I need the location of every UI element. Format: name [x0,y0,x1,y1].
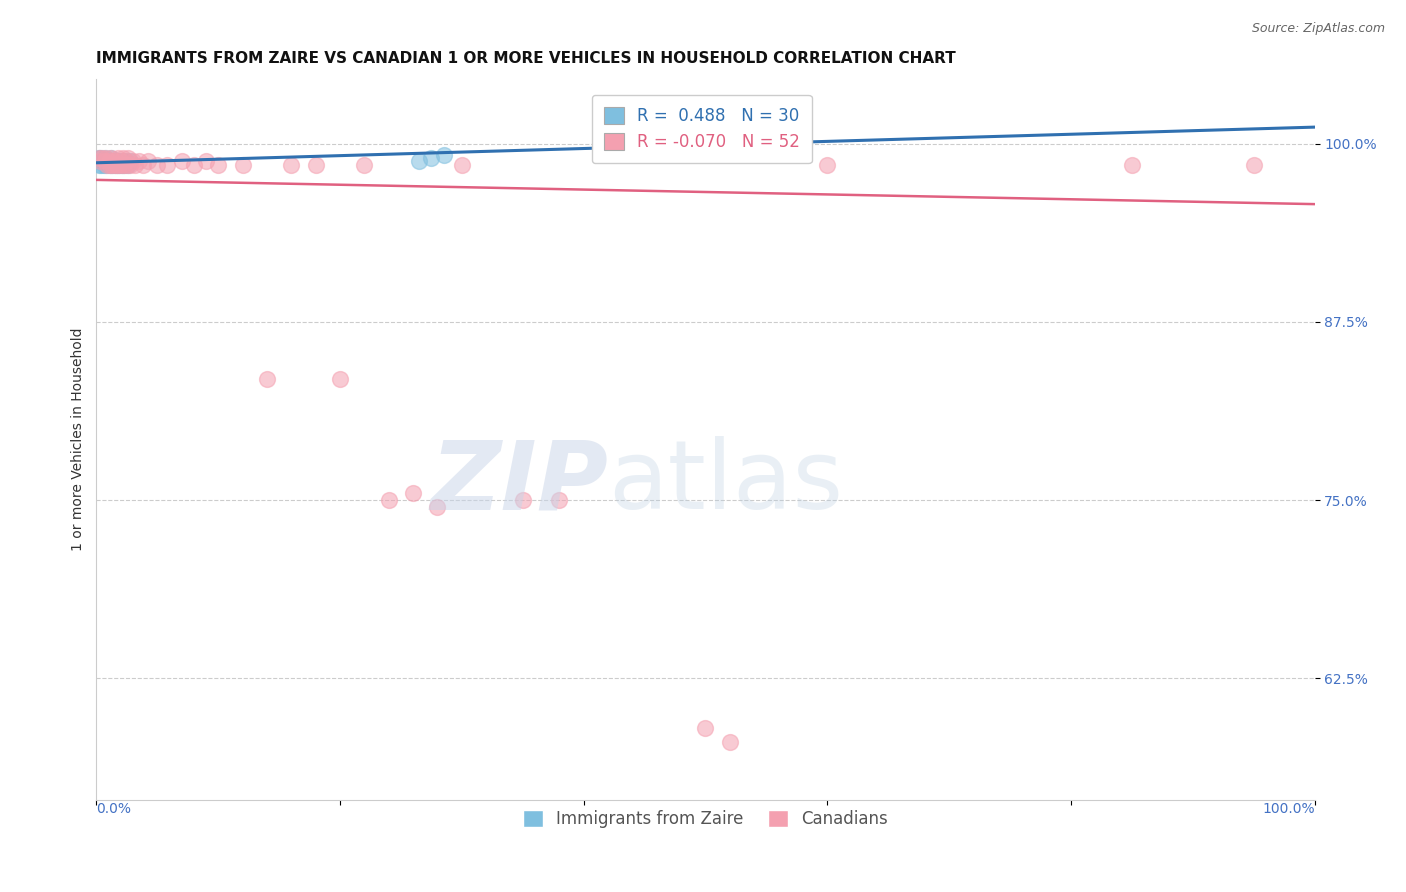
Point [104,158,127,172]
Point [131,158,153,172]
Point [695,721,717,735]
Point [101,158,124,172]
Point [120,158,142,172]
Point [146,158,169,172]
Point [105,158,128,172]
Point [111,158,134,172]
Legend: Immigrants from Zaire, Canadians: Immigrants from Zaire, Canadians [516,803,896,834]
Point [94,153,117,168]
Point [98,158,121,172]
Point [96,158,118,172]
Point [1243,158,1265,172]
Point [87,158,110,172]
Point [104,153,127,168]
Text: Source: ZipAtlas.com: Source: ZipAtlas.com [1251,22,1385,36]
Point [232,158,254,172]
Point [402,486,425,500]
Point [89,151,111,165]
Point [94,151,117,165]
Point [97,153,120,168]
Point [94,151,117,165]
Point [718,735,741,749]
Point [304,158,326,172]
Point [136,153,159,168]
Point [100,151,122,165]
Point [104,158,127,172]
Point [105,158,128,172]
Point [117,151,139,165]
Text: IMMIGRANTS FROM ZAIRE VS CANADIAN 1 OR MORE VEHICLES IN HOUSEHOLD CORRELATION CH: IMMIGRANTS FROM ZAIRE VS CANADIAN 1 OR M… [97,51,956,66]
Point [207,158,229,172]
Point [329,372,352,386]
Point [195,153,218,168]
Point [112,158,135,172]
Point [432,148,454,162]
Point [426,500,449,515]
Point [450,158,472,172]
Point [104,153,127,168]
Point [110,153,132,168]
Y-axis label: 1 or more Vehicles in Household: 1 or more Vehicles in Household [72,327,86,551]
Point [110,153,132,168]
Point [98,158,121,172]
Point [90,153,112,168]
Point [91,151,114,165]
Point [548,493,571,508]
Point [114,153,136,168]
Point [87,151,110,165]
Point [408,153,430,168]
Point [93,158,115,172]
Point [512,493,534,508]
Point [108,158,131,172]
Point [183,158,205,172]
Text: 0.0%: 0.0% [97,803,131,816]
Point [89,153,111,168]
Point [87,151,110,165]
Point [256,372,278,386]
Point [90,158,112,172]
Point [112,158,135,172]
Point [115,158,138,172]
Point [93,153,115,168]
Point [170,153,193,168]
Point [353,158,375,172]
Point [420,151,443,165]
Point [156,158,179,172]
Point [94,158,117,172]
Point [128,153,150,168]
Point [124,158,146,172]
Point [122,153,145,168]
Point [96,153,118,168]
Point [377,493,399,508]
Point [280,158,302,172]
Point [107,153,129,168]
Point [103,153,125,168]
Point [114,153,136,168]
Point [815,158,838,172]
Point [100,151,122,165]
Text: atlas: atlas [607,436,844,529]
Point [111,158,134,172]
Point [107,151,129,165]
Text: 100.0%: 100.0% [1263,803,1315,816]
Point [103,153,125,168]
Point [108,158,131,172]
Point [101,158,124,172]
Point [120,153,142,168]
Text: ZIP: ZIP [430,436,607,529]
Point [112,153,135,168]
Point [112,151,135,165]
Point [97,153,120,168]
Point [117,158,139,172]
Point [1121,158,1143,172]
